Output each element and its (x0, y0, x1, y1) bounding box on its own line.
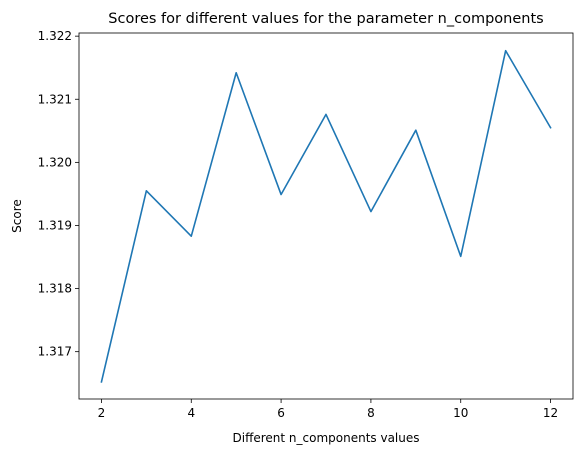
x-tick-label: 2 (98, 406, 106, 420)
y-tick-label: 1.318 (38, 282, 72, 296)
x-tick-label: 8 (367, 406, 375, 420)
plot-frame (78, 32, 574, 400)
x-axis-ticks: 2 4 6 8 10 12 (98, 399, 558, 420)
x-tick-label: 4 (187, 406, 195, 420)
y-tick-label: 1.317 (38, 345, 72, 359)
y-axis-ticks: 1.317 1.318 1.319 1.320 1.321 1.322 (38, 29, 79, 359)
series-lines (100, 49, 552, 383)
y-tick-label: 1.319 (38, 218, 72, 232)
plot-area (78, 32, 574, 400)
y-axis-label: Score (10, 199, 24, 233)
y-tick-label: 1.321 (38, 92, 72, 106)
x-tick-label: 10 (453, 406, 468, 420)
x-axis-label: Different n_components values (233, 431, 420, 445)
chart-title: Scores for different values for the para… (108, 11, 543, 27)
x-tick-label: 6 (277, 406, 285, 420)
series-line (100, 49, 552, 383)
y-tick-label: 1.320 (38, 155, 72, 169)
y-tick-label: 1.322 (38, 29, 72, 43)
x-tick-label: 12 (543, 406, 558, 420)
